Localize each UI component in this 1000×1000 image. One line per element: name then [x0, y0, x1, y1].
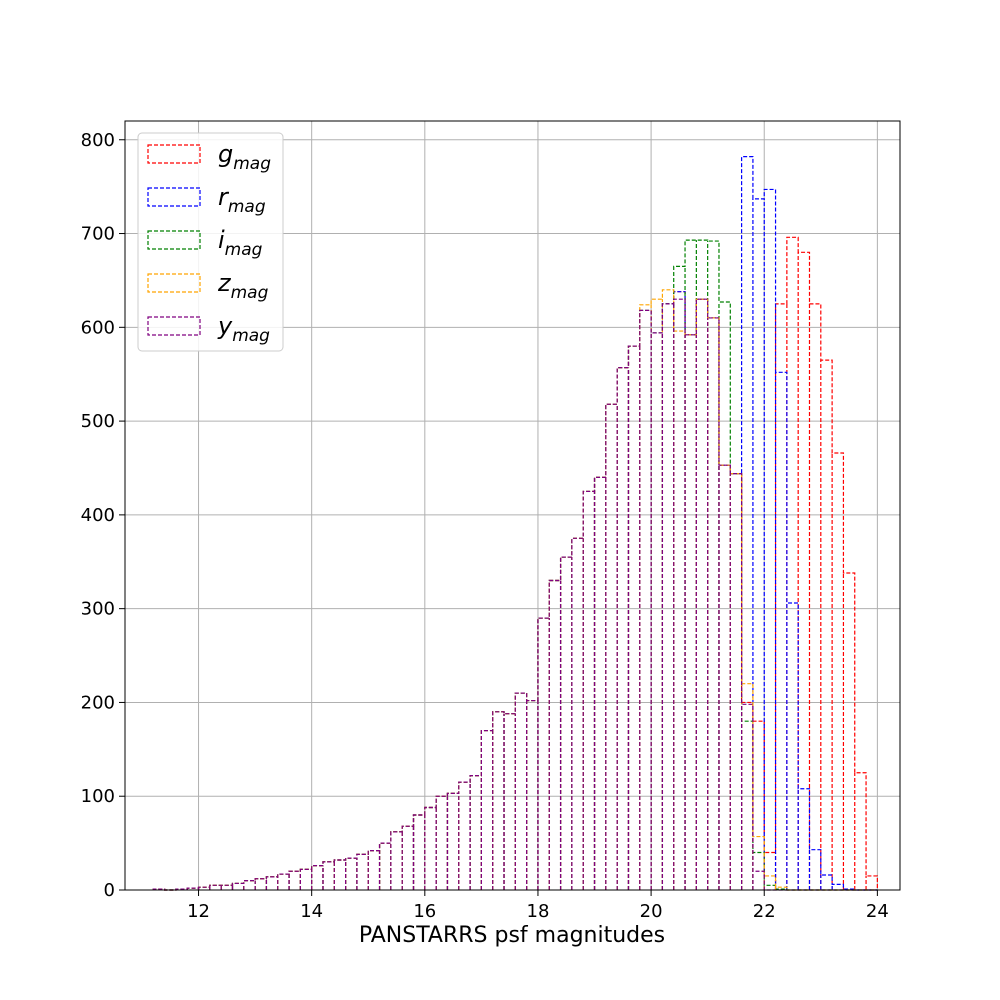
histogram-series: [152, 156, 878, 891]
y-tick-label: 500: [81, 411, 115, 432]
y-tick-label: 200: [81, 692, 115, 713]
legend-item-r: rmag: [147, 183, 266, 217]
legend-label: ymag: [217, 312, 270, 346]
y-tick-label: 100: [81, 786, 115, 807]
y-tick-label: 300: [81, 599, 115, 620]
legend-item-y: ymag: [147, 312, 270, 346]
x-tick-label: 14: [300, 901, 323, 922]
legend: gmag rmag imag zmag ymag: [137, 132, 284, 352]
legend-swatch: [147, 230, 201, 250]
plot-frame: [124, 120, 901, 891]
legend-item-z: zmag: [147, 269, 269, 303]
y-tick-label: 0: [104, 880, 115, 901]
x-tick-label: 16: [413, 901, 436, 922]
legend-label: zmag: [217, 269, 269, 303]
histogram-step-y: [152, 298, 878, 891]
legend-swatch: [147, 144, 201, 164]
x-axis-title: PANSTARRS psf magnitudes: [359, 923, 665, 948]
legend-swatch: [147, 316, 201, 336]
legend-label: gmag: [218, 140, 271, 174]
x-tick-label: 12: [187, 901, 210, 922]
series-y: [152, 298, 878, 891]
y-tick-label: 800: [81, 130, 115, 151]
legend-swatch: [147, 273, 201, 293]
x-tick-label: 24: [866, 901, 889, 922]
legend-label: rmag: [218, 183, 266, 217]
axis-ticks: 12 14 16 18 20 22 24 0 100 200 300 400 500 600 700 800: [81, 130, 889, 922]
y-tick-label: 400: [81, 505, 115, 526]
legend-item-i: imag: [147, 226, 263, 260]
x-tick-label: 20: [640, 901, 663, 922]
legend-label: imag: [218, 226, 263, 260]
legend-swatch: [147, 187, 201, 207]
legend-item-g: gmag: [147, 140, 271, 174]
y-tick-label: 600: [81, 317, 115, 338]
x-tick-label: 22: [753, 901, 776, 922]
y-tick-label: 700: [81, 224, 115, 245]
x-tick-label: 18: [527, 901, 550, 922]
